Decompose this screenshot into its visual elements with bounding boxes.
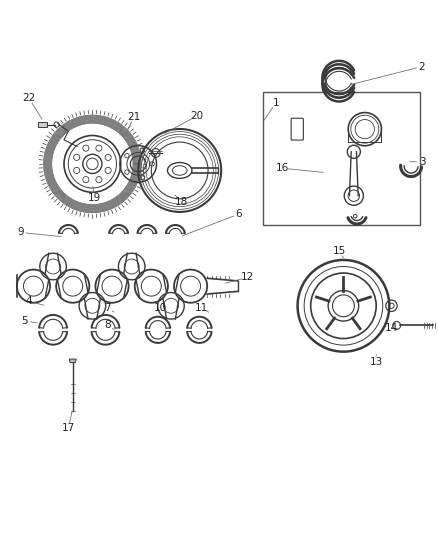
Text: 13: 13 xyxy=(370,357,383,367)
Text: 10: 10 xyxy=(153,303,166,313)
Text: 5: 5 xyxy=(21,316,28,326)
Text: 4: 4 xyxy=(26,296,32,306)
Text: 20: 20 xyxy=(191,111,204,121)
Bar xyxy=(263,92,420,225)
Text: 14: 14 xyxy=(385,324,398,334)
Text: 12: 12 xyxy=(241,272,254,282)
Text: 16: 16 xyxy=(276,163,289,173)
Text: 9: 9 xyxy=(17,228,24,237)
Text: 22: 22 xyxy=(22,93,36,103)
Text: 19: 19 xyxy=(88,192,101,203)
Text: 6: 6 xyxy=(235,209,242,219)
Text: 11: 11 xyxy=(195,303,208,313)
Bar xyxy=(38,123,46,127)
Text: 1: 1 xyxy=(272,98,279,108)
Polygon shape xyxy=(69,359,76,362)
Text: 2: 2 xyxy=(419,61,425,71)
Text: 18: 18 xyxy=(175,197,188,207)
Text: 7: 7 xyxy=(104,303,111,313)
Text: 15: 15 xyxy=(332,246,346,256)
Text: 17: 17 xyxy=(62,423,75,433)
Text: 3: 3 xyxy=(419,157,425,167)
Text: 21: 21 xyxy=(127,112,141,122)
Text: 8: 8 xyxy=(104,320,111,330)
